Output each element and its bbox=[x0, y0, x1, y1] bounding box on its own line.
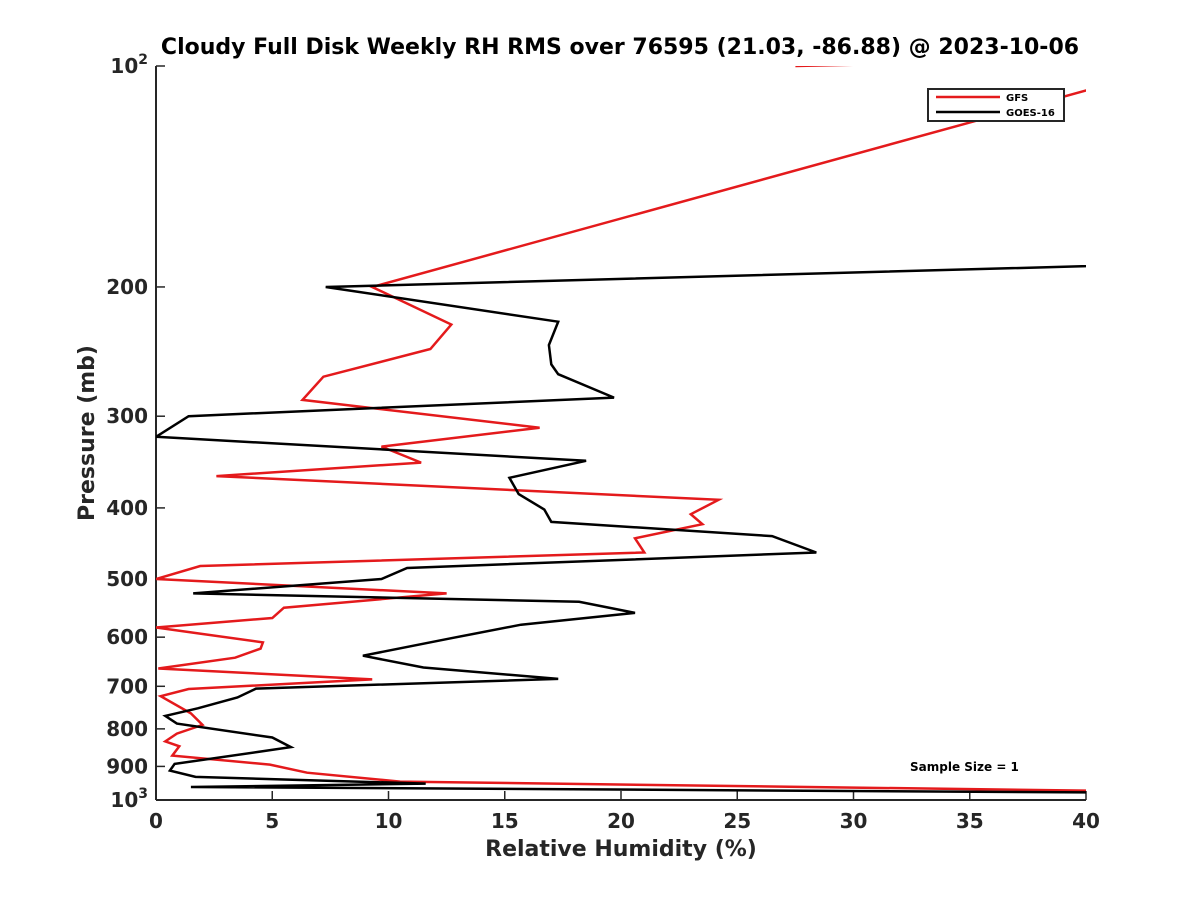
y-ticks: 102 200 300 400 500 600 700 800 900 103 bbox=[106, 52, 165, 812]
y-tick-label: 900 bbox=[106, 754, 148, 778]
x-tick-label: 5 bbox=[265, 809, 279, 833]
y-tick-label: 800 bbox=[106, 717, 148, 741]
legend: GFS GOES-16 bbox=[927, 88, 1065, 122]
x-ticks: 0 5 10 15 20 25 30 35 40 bbox=[149, 791, 1100, 833]
legend-box bbox=[927, 88, 1065, 122]
series-line-goes-16 bbox=[156, 264, 1086, 794]
x-axis-label: Relative Humidity (%) bbox=[485, 837, 757, 862]
x-tick-label: 30 bbox=[840, 809, 868, 833]
x-tick-label: 35 bbox=[956, 809, 984, 833]
x-tick-label: 15 bbox=[491, 809, 519, 833]
y-tick-label: 400 bbox=[106, 496, 148, 520]
series-layer bbox=[156, 66, 1086, 794]
y-tick-label: 102 bbox=[110, 52, 148, 78]
x-tick-label: 20 bbox=[607, 809, 635, 833]
y-tick-label: 103 bbox=[110, 786, 148, 812]
y-tick-label: 500 bbox=[106, 567, 148, 591]
x-tick-label: 40 bbox=[1072, 809, 1100, 833]
series-line-gfs bbox=[156, 66, 1086, 792]
x-tick-label: 0 bbox=[149, 809, 163, 833]
y-tick-label: 300 bbox=[106, 404, 148, 428]
plot-axes bbox=[155, 66, 1086, 801]
x-tick-label: 10 bbox=[375, 809, 403, 833]
legend-label-goes-16: GOES-16 bbox=[1006, 108, 1055, 119]
chart-title: Cloudy Full Disk Weekly RH RMS over 7659… bbox=[161, 35, 1079, 60]
y-tick-label: 600 bbox=[106, 625, 148, 649]
legend-label-gfs: GFS bbox=[1006, 93, 1028, 104]
y-axis-label: Pressure (mb) bbox=[75, 345, 100, 521]
sample-size-annotation: Sample Size = 1 bbox=[910, 760, 1019, 774]
y-tick-label: 700 bbox=[106, 674, 148, 698]
y-tick-label: 200 bbox=[106, 275, 148, 299]
x-tick-label: 25 bbox=[723, 809, 751, 833]
